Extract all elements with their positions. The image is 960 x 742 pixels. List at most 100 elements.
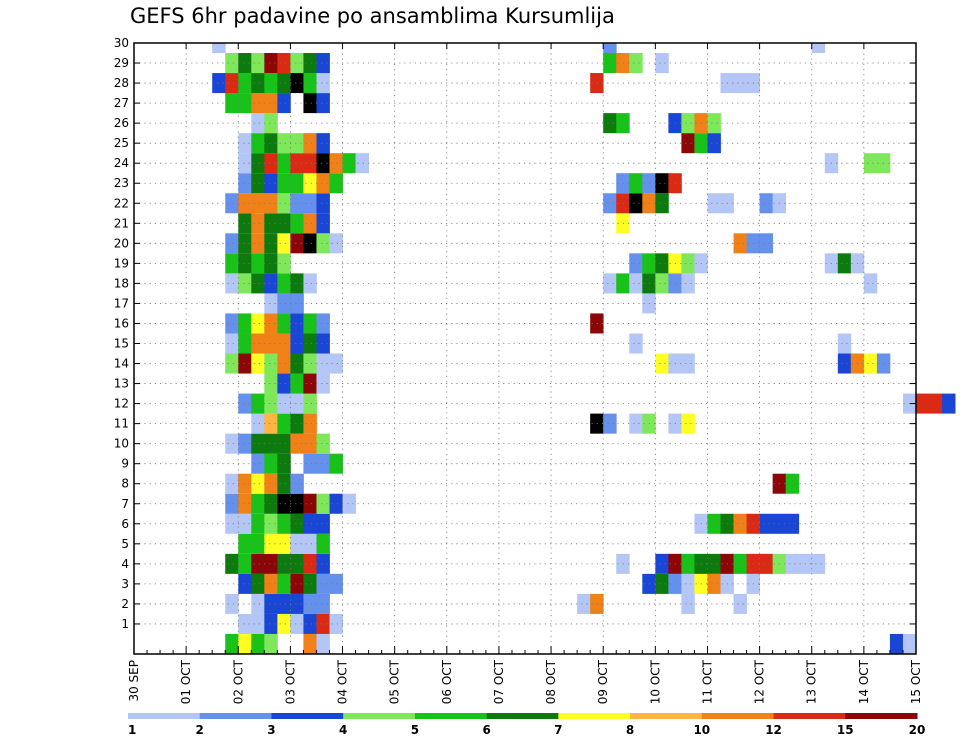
precip-cell xyxy=(251,613,265,634)
precip-cell xyxy=(303,633,317,654)
precip-cell xyxy=(290,553,304,574)
precip-cell xyxy=(264,193,278,214)
precip-cell xyxy=(225,313,239,334)
x-tick-label: 15 OCT xyxy=(909,659,923,704)
x-tick-label: 10 OCT xyxy=(648,659,662,704)
colorbar-label: 8 xyxy=(626,723,634,737)
precip-cell xyxy=(264,53,278,74)
precip-cell xyxy=(212,73,226,94)
precip-cell xyxy=(238,153,252,174)
precip-cell xyxy=(264,133,278,154)
colorbar-label: 5 xyxy=(411,723,419,737)
precip-cell xyxy=(277,473,291,494)
precip-cell xyxy=(759,513,774,534)
precip-cell xyxy=(707,553,721,574)
precip-cell xyxy=(316,173,330,194)
precip-cell xyxy=(681,133,695,154)
precip-cell xyxy=(316,213,330,234)
colorbar-swatch xyxy=(701,713,775,719)
precip-cell xyxy=(225,193,239,214)
precip-cell xyxy=(290,493,304,514)
precip-cell xyxy=(290,193,304,214)
precip-cell xyxy=(251,53,265,74)
y-tick-label: 16 xyxy=(114,316,129,330)
precip-cell xyxy=(238,633,252,654)
y-tick-label: 30 xyxy=(114,36,129,50)
precip-cell xyxy=(212,43,226,54)
precip-cell xyxy=(303,193,317,214)
precip-cell xyxy=(785,513,800,534)
precip-cell xyxy=(264,233,278,254)
precip-cell xyxy=(225,253,239,274)
precip-cell xyxy=(251,493,265,514)
precip-cell xyxy=(290,593,304,614)
precip-cell xyxy=(277,613,291,634)
precip-cell xyxy=(238,513,252,534)
precip-cell xyxy=(264,533,278,554)
precip-cell xyxy=(316,593,330,614)
precip-cell xyxy=(303,93,317,114)
precip-cell xyxy=(277,373,291,394)
precip-cell xyxy=(238,73,252,94)
grid-lines xyxy=(134,42,916,654)
x-tick-label: 06 OCT xyxy=(440,659,454,704)
precip-cell xyxy=(759,233,774,254)
precip-cell xyxy=(238,553,252,574)
precip-cell xyxy=(316,633,330,654)
precip-cell xyxy=(303,133,317,154)
precip-cell xyxy=(264,173,278,194)
precip-cell xyxy=(264,593,278,614)
y-tick-label: 9 xyxy=(121,457,129,471)
precip-cell xyxy=(837,333,852,354)
precip-cell xyxy=(316,553,330,574)
precip-cell xyxy=(290,613,304,634)
colorbar-swatch xyxy=(630,713,703,719)
precip-cell xyxy=(785,473,800,494)
precip-cell xyxy=(290,393,304,414)
precip-cell xyxy=(303,373,317,394)
precip-cell xyxy=(251,233,265,254)
precip-cell xyxy=(629,53,643,74)
precip-cell xyxy=(251,353,265,374)
precip-cell xyxy=(238,353,252,374)
precip-cell xyxy=(316,353,330,374)
colorbar-label: 7 xyxy=(554,723,562,737)
precip-cell xyxy=(290,173,304,194)
y-tick-label: 7 xyxy=(121,497,129,511)
precip-cell xyxy=(681,593,695,614)
precip-cell xyxy=(251,113,265,134)
precip-cell xyxy=(329,613,343,634)
precip-cell xyxy=(290,373,304,394)
colorbar-label: 20 xyxy=(909,723,926,737)
y-tick-label: 6 xyxy=(121,517,129,531)
y-tick-label: 17 xyxy=(114,296,129,310)
y-tick-label: 26 xyxy=(114,116,129,130)
precip-cell xyxy=(837,253,852,274)
precip-cell xyxy=(303,413,317,434)
precip-cell xyxy=(277,593,291,614)
colorbar-swatch xyxy=(558,713,631,719)
precip-cell xyxy=(316,573,330,594)
precip-cell xyxy=(785,553,800,574)
precip-cell xyxy=(303,273,317,294)
precip-cell xyxy=(681,253,695,274)
y-tick-label: 14 xyxy=(114,357,129,371)
y-tick-label: 24 xyxy=(114,156,129,170)
precip-cell xyxy=(251,473,265,494)
precip-cell xyxy=(303,513,317,534)
precip-cell xyxy=(316,533,330,554)
precip-cell xyxy=(655,353,669,374)
y-tick-label: 11 xyxy=(114,417,129,431)
axes: 1234567891011121314151617181920212223242… xyxy=(114,36,923,704)
precip-cell xyxy=(238,193,252,214)
precip-cell xyxy=(655,273,669,294)
precip-cell xyxy=(238,253,252,274)
precip-cell xyxy=(264,213,278,234)
precip-cell xyxy=(251,413,265,434)
x-tick-label: 12 OCT xyxy=(753,659,767,704)
precip-cell xyxy=(290,73,304,94)
precip-cell xyxy=(225,353,239,374)
precip-cell xyxy=(251,433,265,454)
precip-cell xyxy=(329,453,343,474)
precip-cell xyxy=(316,313,330,334)
